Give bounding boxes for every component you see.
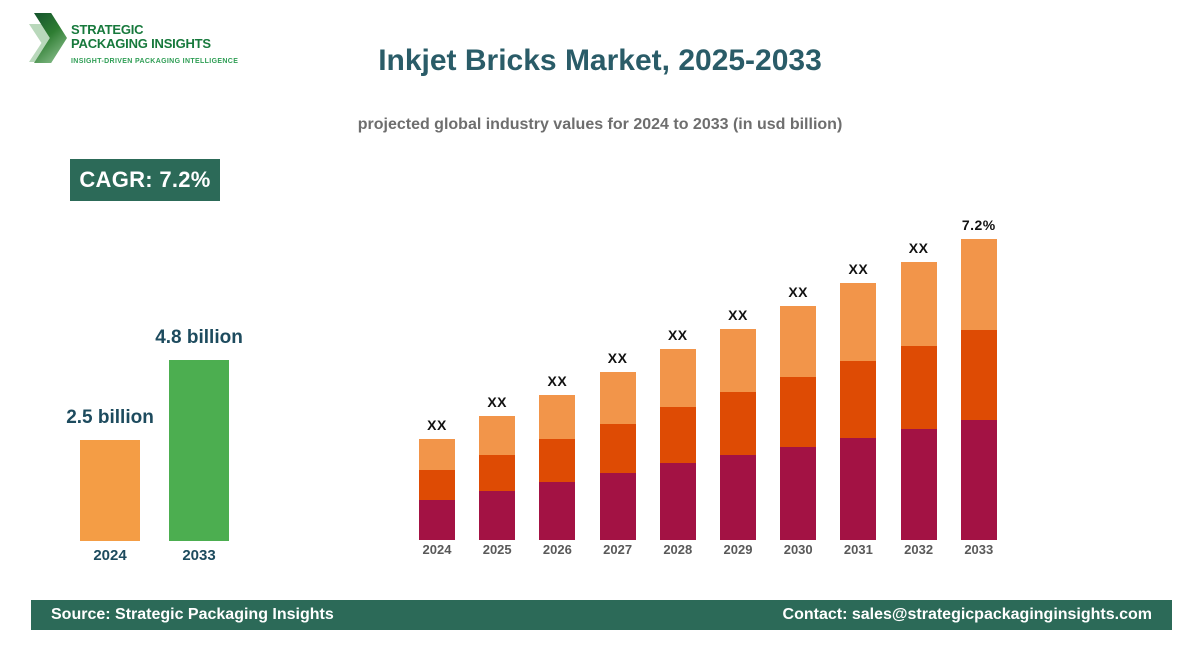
bar-value-label-2027: XX (607, 350, 628, 366)
footer-contact: Contact: sales@strategicpackaginginsight… (782, 606, 1152, 623)
bar-segment-bottom-2033 (960, 420, 997, 540)
bar-segment-middle-2033 (960, 330, 997, 420)
bar-segment-top-2027 (599, 372, 636, 424)
bar-segment-top-2030 (780, 306, 817, 377)
bar-segment-bottom-2030 (780, 447, 817, 540)
stacked-bar-2027 (599, 372, 636, 540)
bar-segment-middle-2028 (659, 407, 696, 463)
stacked-bar-2029 (720, 329, 756, 540)
bar-segment-top-2025 (479, 416, 516, 455)
bar-value-label-2031: XX (848, 261, 869, 277)
bar-value-label-2029: XX (728, 307, 748, 323)
stacked-bar-2033 (960, 239, 997, 540)
bar-segment-bottom-2029 (720, 455, 756, 540)
x-axis-label-2025: 2025 (482, 542, 512, 557)
bar-segment-middle-2026 (539, 439, 576, 482)
x-axis-label-2024: 2024 (422, 542, 452, 557)
brand-logo: STRATEGIC PACKAGING INSIGHTS INSIGHT-DRI… (0, 0, 260, 80)
footer-source: Source: Strategic Packaging Insights (51, 606, 334, 623)
x-axis-label-2031: 2031 (843, 542, 873, 557)
bar-segment-top-2032 (900, 262, 937, 346)
bar-segment-bottom-2031 (840, 438, 877, 540)
stacked-bar-2025 (479, 416, 516, 540)
stacked-bar-2030 (780, 306, 817, 540)
mini-axis-label-2024: 2024 (93, 547, 127, 564)
brand-tagline: INSIGHT-DRIVEN PACKAGING INTELLIGENCE (71, 58, 239, 65)
bar-value-label-2026: XX (547, 373, 568, 389)
bar-segment-middle-2027 (599, 424, 636, 473)
x-axis-label-2027: 2027 (603, 542, 633, 557)
brand-name-line2: PACKAGING INSIGHTS (71, 36, 211, 51)
stacked-bar-2028 (659, 349, 696, 540)
bar-segment-bottom-2027 (599, 473, 636, 540)
mini-axis-label-2033: 2033 (182, 547, 216, 564)
bar-segment-middle-2032 (900, 346, 937, 429)
x-axis-label-2030: 2030 (783, 542, 813, 557)
brand-name: STRATEGIC PACKAGING INSIGHTS INSIGHT-DRI… (71, 22, 239, 66)
bar-value-label-2033: 7.2% (961, 217, 996, 233)
bar-value-label-2028: XX (667, 327, 688, 343)
page-title: Inkjet Bricks Market, 2025-2033 (378, 44, 822, 77)
bar-segment-middle-2024 (419, 470, 455, 500)
bar-segment-bottom-2032 (900, 429, 937, 540)
bar-segment-middle-2029 (720, 392, 756, 455)
stacked-bar-2031 (840, 283, 877, 540)
x-axis-label-2026: 2026 (542, 542, 572, 557)
bar-segment-top-2026 (539, 395, 576, 439)
mini-bar-2033 (169, 360, 229, 541)
x-axis-label-2029: 2029 (723, 542, 753, 557)
bar-segment-top-2033 (960, 239, 997, 330)
bar-segment-bottom-2024 (419, 500, 455, 540)
footer-bar: Source: Strategic Packaging Insights Con… (31, 600, 1172, 630)
bar-segment-middle-2025 (479, 455, 516, 491)
mini-value-label-2033: 4.8 billion (155, 327, 243, 348)
brand-name-line1: STRATEGIC (71, 22, 144, 37)
bar-segment-bottom-2026 (539, 482, 576, 540)
mini-bar-2024 (80, 440, 140, 541)
bar-segment-top-2031 (840, 283, 877, 361)
bar-segment-middle-2030 (780, 377, 817, 447)
bar-segment-top-2028 (659, 349, 696, 407)
page-subtitle: projected global industry values for 202… (357, 116, 843, 133)
bar-value-label-2025: XX (487, 394, 508, 410)
bar-segment-bottom-2025 (479, 491, 516, 540)
x-axis-label-2033: 2033 (964, 542, 994, 557)
mini-value-label-2024: 2.5 billion (66, 407, 154, 428)
bar-value-label-2032: XX (908, 240, 929, 256)
bar-segment-middle-2031 (840, 361, 877, 438)
bar-segment-top-2029 (720, 329, 756, 392)
cagr-badge: CAGR: 7.2% (70, 159, 220, 201)
stacked-bar-2024 (419, 439, 455, 540)
x-axis-label-2032: 2032 (904, 542, 934, 557)
bar-value-label-2024: XX (427, 417, 447, 433)
bar-segment-top-2024 (419, 439, 455, 470)
stacked-bar-2032 (900, 262, 937, 540)
bar-segment-bottom-2028 (659, 463, 696, 540)
x-axis-label-2028: 2028 (663, 542, 693, 557)
bar-value-label-2030: XX (788, 284, 809, 300)
stacked-bar-2026 (539, 395, 576, 540)
